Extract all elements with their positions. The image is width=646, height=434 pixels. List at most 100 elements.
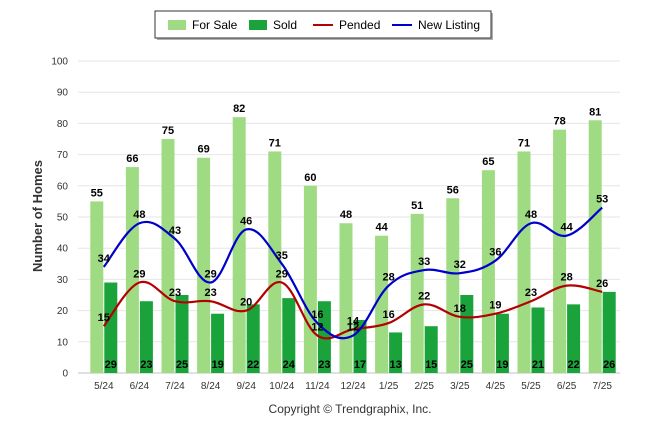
data-label-for-sale: 71 <box>518 137 530 149</box>
x-tick-label: 11/24 <box>305 381 330 392</box>
x-tick-label: 1/25 <box>379 381 399 392</box>
data-label-sold: 19 <box>211 359 223 371</box>
legend-label-new-listing: New Listing <box>418 18 480 32</box>
line-new-listing <box>102 206 603 340</box>
bar-sold <box>246 304 260 373</box>
legend-label-for-sale: For Sale <box>192 18 238 32</box>
legend-label-pended: Pended <box>339 18 380 32</box>
bar-sold <box>495 313 509 373</box>
legend-swatch-for-sale <box>168 20 186 30</box>
y-tick-label: 0 <box>62 369 68 380</box>
x-tick-label: 7/24 <box>165 381 185 392</box>
legend-swatch-sold <box>249 20 267 30</box>
bars <box>90 117 616 373</box>
data-label-for-sale: 71 <box>269 137 281 149</box>
data-label-sold: 26 <box>603 359 615 371</box>
data-label-pended: 23 <box>525 287 537 299</box>
x-tick-label: 2/25 <box>414 381 434 392</box>
data-label-pended: 29 <box>133 269 145 281</box>
bar-for-sale <box>588 120 602 373</box>
data-label-pended: 26 <box>596 278 608 290</box>
bar-sold <box>211 313 225 373</box>
data-label-sold: 23 <box>318 359 330 371</box>
x-tick-label: 12/24 <box>340 381 365 392</box>
data-label-new-listing: 46 <box>240 215 252 227</box>
data-label-new-listing: 34 <box>98 253 111 265</box>
data-label-new-listing: 43 <box>169 225 181 237</box>
bar-for-sale <box>125 167 139 373</box>
data-label-for-sale: 69 <box>197 144 209 156</box>
bar-sold <box>389 332 403 373</box>
data-label-pended: 15 <box>98 312 110 324</box>
y-tick-label: 20 <box>57 306 69 317</box>
data-label-for-sale: 66 <box>126 153 138 165</box>
data-label-pended: 16 <box>382 309 394 321</box>
data-label-pended: 19 <box>489 300 501 312</box>
data-label-sold: 22 <box>247 359 259 371</box>
legend: For Sale Sold Pended New Listing <box>154 10 493 40</box>
bar-sold <box>531 307 545 373</box>
data-label-pended: 20 <box>240 297 252 309</box>
x-tick-label: 3/25 <box>450 381 470 392</box>
x-tick-label: 8/24 <box>201 381 221 392</box>
bar-sold <box>567 304 581 373</box>
data-label-sold: 22 <box>567 359 579 371</box>
data-label-for-sale: 56 <box>447 184 459 196</box>
data-label-new-listing: 28 <box>382 272 394 284</box>
data-label-new-listing: 16 <box>311 309 323 321</box>
y-tick-label: 80 <box>57 119 69 130</box>
data-label-new-listing: 35 <box>276 250 288 262</box>
bar-for-sale <box>446 198 460 373</box>
data-label-for-sale: 75 <box>162 125 174 137</box>
x-axis-ticks: 5/24 6/24 7/24 8/24 9/24 10/24 11/24 12/24 1/25 2… <box>94 381 612 392</box>
bar-sold <box>175 295 189 373</box>
legend-label-sold: Sold <box>273 18 297 32</box>
data-label-new-listing: 53 <box>596 194 608 206</box>
data-label-sold: 15 <box>425 359 437 371</box>
data-labels: 55 29 15 34 66 23 29 48 75 25 23 43 69 19 23 29 82 22 20 46… <box>91 103 616 371</box>
y-tick-label: 30 <box>57 275 69 286</box>
bar-for-sale <box>339 223 353 373</box>
data-label-new-listing: 44 <box>560 222 573 234</box>
data-label-pended: 12 <box>311 322 323 334</box>
y-tick-label: 40 <box>57 244 69 255</box>
bar-for-sale <box>553 129 567 373</box>
data-label-sold: 13 <box>389 359 401 371</box>
bar-for-sale <box>90 201 104 373</box>
y-tick-label: 60 <box>57 181 69 192</box>
data-label-sold: 17 <box>354 359 366 371</box>
x-tick-label: 5/25 <box>521 381 541 392</box>
bar-for-sale <box>517 151 531 373</box>
line-pended <box>102 280 603 340</box>
data-label-sold: 24 <box>283 359 296 371</box>
lines <box>102 206 603 340</box>
bar-sold <box>282 298 296 373</box>
data-label-new-listing: 29 <box>204 269 216 281</box>
data-label-new-listing: 33 <box>418 256 430 268</box>
data-label-sold: 23 <box>140 359 152 371</box>
bar-sold <box>424 326 438 373</box>
bar-sold <box>104 282 118 373</box>
bar-for-sale <box>481 170 495 373</box>
bar-for-sale <box>161 139 175 373</box>
data-label-pended: 18 <box>454 303 466 315</box>
data-label-sold: 29 <box>105 359 117 371</box>
x-tick-label: 4/25 <box>486 381 506 392</box>
bar-sold <box>317 301 331 373</box>
y-tick-label: 70 <box>57 150 69 161</box>
bar-sold <box>139 301 153 373</box>
x-tick-label: 7/25 <box>592 381 612 392</box>
data-label-pended: 14 <box>347 315 360 327</box>
bar-sold <box>460 295 474 373</box>
y-axis-title: Number of Homes <box>30 160 45 272</box>
data-label-pended: 23 <box>204 287 216 299</box>
data-label-for-sale: 78 <box>553 116 565 128</box>
data-label-sold: 21 <box>532 359 544 371</box>
bar-sold <box>602 291 616 373</box>
data-label-new-listing: 12 <box>347 322 359 334</box>
data-label-for-sale: 44 <box>375 222 388 234</box>
data-label-sold: 19 <box>496 359 508 371</box>
bar-for-sale <box>197 157 211 373</box>
data-label-for-sale: 51 <box>411 200 423 212</box>
